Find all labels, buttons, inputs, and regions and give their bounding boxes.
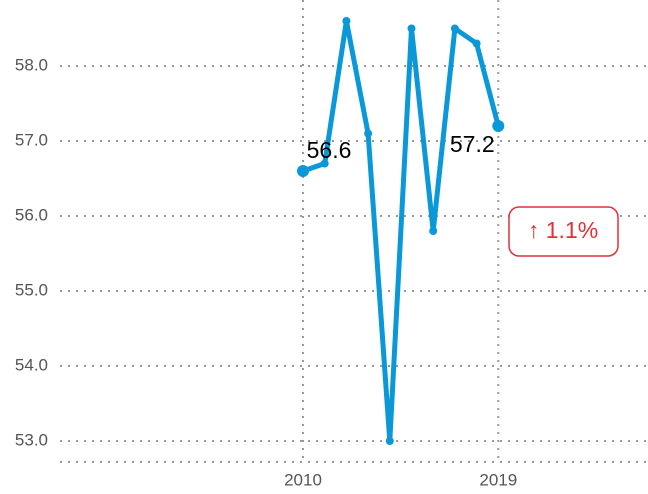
data-point	[472, 39, 481, 48]
data-label: 56.6	[307, 137, 352, 163]
x-tick-label: 2019	[479, 470, 517, 489]
data-point	[342, 17, 351, 25]
data-point	[407, 24, 416, 33]
data-point	[492, 120, 505, 132]
y-tick-label: 56.0	[15, 205, 48, 224]
y-tick-label: 53.0	[15, 430, 48, 449]
data-label: 57.2	[450, 131, 495, 157]
data-point	[385, 437, 394, 445]
badge-text: ↑ 1.1%	[528, 217, 598, 243]
y-tick-label: 57.0	[15, 130, 48, 149]
data-point	[429, 227, 438, 235]
badge-box	[508, 206, 619, 257]
data-point	[364, 129, 373, 138]
data-point	[450, 24, 459, 33]
y-tick-label: 58.0	[15, 55, 48, 74]
y-tick-label: 54.0	[15, 355, 48, 374]
data-point	[320, 159, 329, 168]
change-badge: ↑ 1.1%	[508, 206, 619, 257]
x-tick-label: 2010	[284, 470, 322, 489]
y-tick-label: 55.0	[15, 280, 48, 299]
series-line	[302, 18, 501, 444]
data-point	[297, 165, 310, 177]
